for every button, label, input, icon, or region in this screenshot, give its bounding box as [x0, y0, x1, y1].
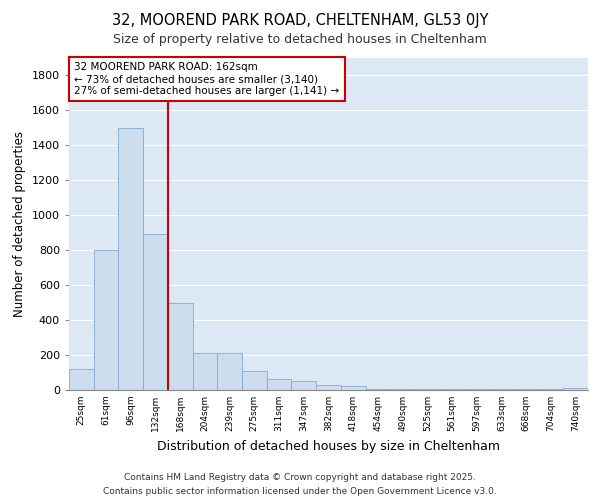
Bar — [143, 234, 168, 390]
Bar — [563, 388, 588, 390]
Bar — [94, 250, 118, 390]
Text: 32, MOOREND PARK ROAD, CHELTENHAM, GL53 0JY: 32, MOOREND PARK ROAD, CHELTENHAM, GL53 … — [112, 12, 488, 28]
Bar — [69, 369, 94, 390]
Bar — [217, 353, 242, 390]
Bar — [415, 389, 440, 390]
Bar — [267, 378, 292, 390]
Text: Size of property relative to detached houses in Cheltenham: Size of property relative to detached ho… — [113, 32, 487, 46]
Bar — [242, 371, 267, 390]
Bar — [292, 381, 316, 390]
Text: 32 MOOREND PARK ROAD: 162sqm
← 73% of detached houses are smaller (3,140)
27% of: 32 MOOREND PARK ROAD: 162sqm ← 73% of de… — [74, 62, 340, 96]
Bar — [168, 302, 193, 390]
Bar — [193, 353, 217, 390]
Bar — [390, 389, 415, 390]
Bar — [118, 128, 143, 390]
Bar — [365, 389, 390, 390]
Text: Contains HM Land Registry data © Crown copyright and database right 2025.: Contains HM Land Registry data © Crown c… — [124, 472, 476, 482]
Text: Contains public sector information licensed under the Open Government Licence v3: Contains public sector information licen… — [103, 488, 497, 496]
Bar — [316, 385, 341, 390]
X-axis label: Distribution of detached houses by size in Cheltenham: Distribution of detached houses by size … — [157, 440, 500, 452]
Bar — [341, 386, 365, 390]
Y-axis label: Number of detached properties: Number of detached properties — [13, 130, 26, 317]
